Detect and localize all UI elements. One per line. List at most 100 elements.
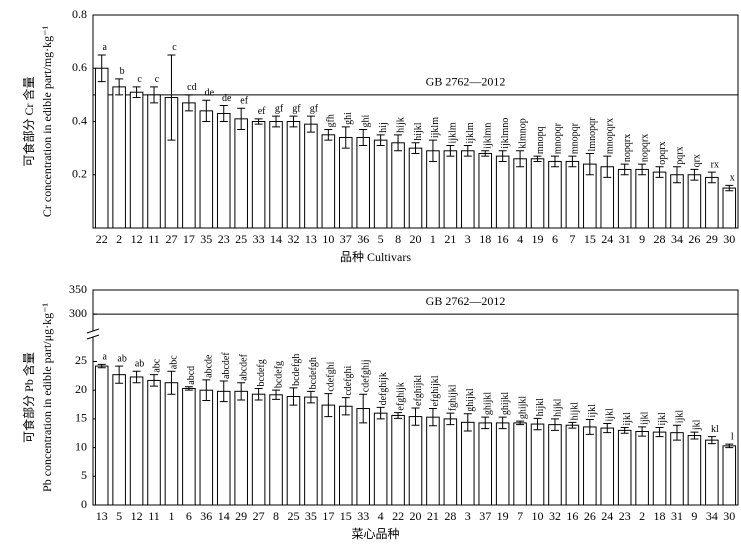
significance-letter: de [222,93,232,104]
significance-letter: a [102,42,107,53]
significance-letter: bcdefg [273,361,284,388]
error-bar [568,421,577,429]
x-tick-label: 6 [186,509,192,523]
error-bar [254,387,263,401]
significance-letter: fghijkl [448,384,459,411]
error-bar [115,365,124,384]
x-tick-label: 6 [552,232,558,246]
x-tick-label: 4 [378,509,384,523]
significance-letter: lmnopqr [587,117,598,152]
error-bar [376,406,385,420]
bar [321,404,336,506]
error-bar [585,152,594,176]
x-tick-label: 32 [549,509,561,523]
bar [600,427,615,506]
significance-letter: efghijk [395,382,406,410]
y-tick-label: 350 [69,282,87,296]
significance-letter: ab [135,359,144,370]
error-bar [516,420,525,426]
x-tick-label: 11 [148,509,160,523]
error-bar [463,144,472,157]
bar [373,139,388,229]
bar [304,123,318,229]
error-bar [115,78,124,96]
bar [530,423,545,506]
axis-break-gap [87,331,99,337]
x-tick-label: 32 [287,232,299,246]
significance-letter: abcde [204,354,215,378]
error-bar [341,126,350,149]
x-tick-label: 7 [569,232,575,246]
x-tick-label: 34 [706,509,718,523]
x-tick-label: 21 [427,509,439,523]
x-tick-label: 14 [218,509,230,523]
x-tick-label: 14 [270,232,282,246]
bar [443,418,458,506]
x-tick-label: 7 [517,509,523,523]
bar [338,405,353,506]
bar [635,168,649,229]
x-tick-label: 3 [465,232,471,246]
bar [234,390,248,506]
x-tick-label: 30 [723,509,735,523]
significance-letter: nopqrx [639,134,650,162]
x-tick-label: 19 [497,509,509,523]
significance-letter: klmnop [517,118,528,149]
x-tick-label: 3 [465,509,471,523]
significance-letter: a [102,352,107,363]
significance-letter: nopqrx [622,134,633,162]
bar [391,414,405,506]
bar [530,158,545,229]
bar [722,187,737,229]
error-bar [394,412,403,419]
x-tick-label: 36 [200,509,212,523]
error-bar [620,163,629,176]
error-bar [341,397,350,416]
significance-letter: ef [258,106,266,117]
significance-letter: ijkl [622,412,633,426]
error-bar [411,142,420,154]
bar [426,150,440,229]
bar [373,412,388,506]
error-bar [672,166,681,184]
significance-letter: mnopqrx [605,118,616,154]
bar [513,422,527,506]
significance-letter: ijkl [657,412,668,426]
error-bar [132,370,141,384]
bar [687,174,702,229]
significance-letter: ghijkl [500,392,511,416]
error-bar [498,150,507,162]
bar [408,147,423,229]
significance-letter: de [205,87,215,98]
y-tick-label: 300 [69,306,87,320]
bar [391,142,405,229]
x-tick-label: 24 [601,509,613,523]
x-tick-label: 10 [532,509,544,523]
error-bar [97,363,106,369]
significance-letter: qrx [692,154,703,167]
bar [216,390,231,506]
bar [304,396,318,506]
bar [269,394,283,506]
x-tick-label: 33 [357,509,369,523]
x-tick-label: 37 [479,509,491,523]
x-tick-label: 35 [200,232,212,246]
bar [565,160,580,229]
error-bar [150,86,159,104]
x-tick-label: 23 [619,509,631,523]
x-tick-label: 1 [430,232,436,246]
significance-letter: hijkl [413,122,424,141]
bar [443,150,458,229]
significance-letter: rx [711,159,719,170]
error-bar [324,128,333,141]
x-axis-label: 菜心品种 [351,527,399,541]
bar [495,422,510,506]
significance-letter: abcd [186,366,197,385]
error-bar [289,115,298,128]
error-bar [446,144,455,157]
significance-letter: ghijkl [465,388,476,412]
significance-letter: bcdefgh [291,354,302,386]
significance-letter: ghijkl [483,392,494,416]
y-tick-label: 20 [75,382,87,396]
x-tick-label: 31 [619,232,631,246]
